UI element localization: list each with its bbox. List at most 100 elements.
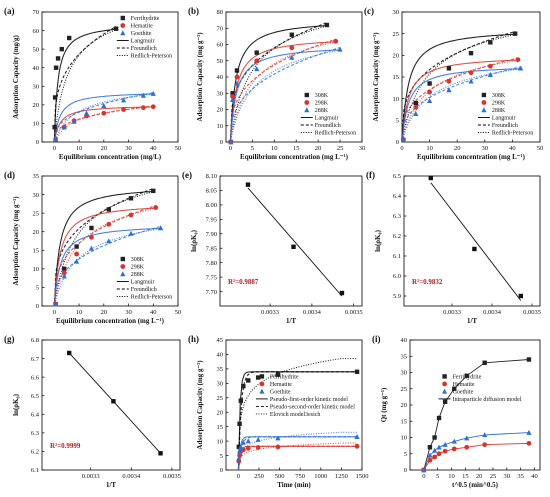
legend-marker	[304, 107, 310, 113]
panel-label: (b)	[188, 6, 199, 16]
y-tick-label: 80	[217, 9, 224, 16]
plot-frame	[225, 339, 363, 471]
data-point-308k	[62, 266, 67, 272]
data-point-288k	[61, 273, 67, 279]
legend-label: Freundlich	[315, 123, 341, 129]
y-tick-label: 20	[217, 107, 224, 114]
x-tick-label: 0	[400, 145, 403, 152]
y-tick-label: 5.9	[393, 293, 401, 300]
legend-label: 308K	[315, 93, 329, 99]
data-point-hematite	[275, 444, 281, 450]
data-point-308k	[468, 50, 474, 56]
data-point-goethite	[236, 455, 242, 461]
y-tick-label: 50	[217, 58, 224, 65]
x-tick-label: 0	[237, 473, 240, 480]
data-point-goethite	[240, 439, 246, 445]
y-tick-label: 10	[401, 435, 408, 442]
data-point-goethite	[83, 110, 90, 116]
y-axis-label: Adsorption Capacity (mg g⁻¹)	[372, 32, 380, 122]
x-axis-label: Equilibrium concentration (mg/L)	[59, 153, 162, 161]
y-axis-label: ln(ρK₀)	[190, 229, 198, 251]
x-axis-label: 1/T	[106, 481, 116, 489]
fit-curve-ferrihydrite	[53, 29, 117, 143]
data-point-ferrihydrite	[52, 95, 58, 100]
y-tick-label: 35	[401, 353, 408, 360]
data-point-ferrihydrite	[237, 421, 242, 426]
x-tick-label: 500	[275, 473, 285, 480]
data-point-hematite	[245, 445, 251, 451]
data-point-308k	[151, 188, 156, 194]
y-tick-label: 30	[33, 83, 40, 90]
panel-label: (d)	[4, 170, 15, 180]
data-point-298k	[230, 94, 235, 99]
data-point-298k	[427, 89, 432, 95]
y-tick-label: 0	[36, 139, 39, 146]
x-tick-label: 0	[229, 145, 232, 152]
x-axis-label: t^0.5 (min^0.5)	[452, 481, 499, 489]
data-point-288k	[158, 225, 164, 231]
legend-label: Pseudo-second-order kinetic model	[270, 404, 355, 410]
data-point-point	[518, 293, 523, 299]
y-tick-label: 30	[217, 381, 224, 388]
legend-label: Elovich model3esich	[270, 412, 321, 418]
data-point-288k	[289, 54, 295, 60]
data-point-hematite	[101, 110, 107, 116]
data-point-hematite	[464, 444, 470, 450]
data-point-point	[428, 175, 433, 181]
y-axis-label: Adsorption Capacity (mg g⁻¹)	[12, 196, 20, 286]
data-point-hematite	[442, 448, 448, 454]
legend-label: Redlich-Peterson	[492, 131, 533, 137]
panel-label: (c)	[364, 6, 374, 16]
legend-label: 288K	[131, 272, 145, 278]
y-tick-label: 5	[396, 118, 399, 125]
data-point-hematite	[150, 104, 156, 110]
x-tick-label: 250	[254, 473, 264, 480]
panel-label: (f)	[366, 170, 375, 180]
y-tick-label: 25	[33, 210, 40, 217]
data-point-298k	[413, 104, 419, 110]
x-tick-label: 0.0034	[122, 473, 141, 480]
data-point-hematite	[121, 107, 126, 112]
data-point-goethite	[421, 467, 427, 473]
y-axis-label: Adsorption Capacity (mg g⁻¹)	[196, 360, 204, 450]
data-point-goethite	[101, 102, 107, 108]
legend-label: Ferrihydrite	[453, 374, 482, 380]
data-point-288k	[74, 258, 80, 264]
y-tick-label: 6.5	[31, 393, 39, 400]
fit-curve-288k	[401, 68, 521, 143]
y-tick-label: 10	[393, 96, 400, 103]
fit-curve-308k	[401, 34, 516, 143]
data-point-ferrihydrite	[255, 375, 261, 380]
legend-marker	[259, 388, 265, 394]
fit-curve-288k	[401, 68, 521, 143]
data-point-ferrihydrite	[238, 398, 244, 403]
panel-h: 0 250 500 750 1000 1250 1500 0 5 10 15 20 25 30 35 40 45…	[188, 334, 369, 489]
data-point-hematite	[354, 443, 360, 449]
y-tick-label: 7.90	[206, 231, 217, 238]
data-point-308k	[89, 225, 94, 231]
data-point-308k	[234, 68, 240, 73]
data-point-ferrihydrite	[452, 386, 457, 391]
fit-curve-298k	[401, 57, 519, 143]
data-point-hematite	[140, 105, 146, 111]
x-tick-label: 30	[125, 309, 132, 316]
y-axis-label: Adsorption Capacity (mg g⁻¹)	[196, 32, 204, 122]
fit-curve-goethite	[53, 93, 154, 143]
y-tick-label: 10	[33, 121, 40, 128]
x-tick-label: 5	[436, 473, 439, 480]
data-point-298k	[487, 63, 493, 69]
fit-curve-hematite	[53, 106, 154, 143]
x-axis-label: 1/T	[467, 317, 477, 325]
y-tick-label: 40	[401, 337, 408, 344]
x-tick-label: 20	[101, 145, 108, 152]
data-point-hematite	[432, 454, 438, 460]
data-point-goethite	[427, 452, 433, 458]
y-tick-label: 60	[217, 42, 224, 49]
y-tick-label: 7.80	[206, 260, 217, 267]
data-point-308k	[446, 66, 452, 71]
legend-label: 308K	[492, 93, 506, 99]
y-tick-label: 40	[217, 74, 224, 81]
x-tick-label: 0	[53, 309, 56, 316]
